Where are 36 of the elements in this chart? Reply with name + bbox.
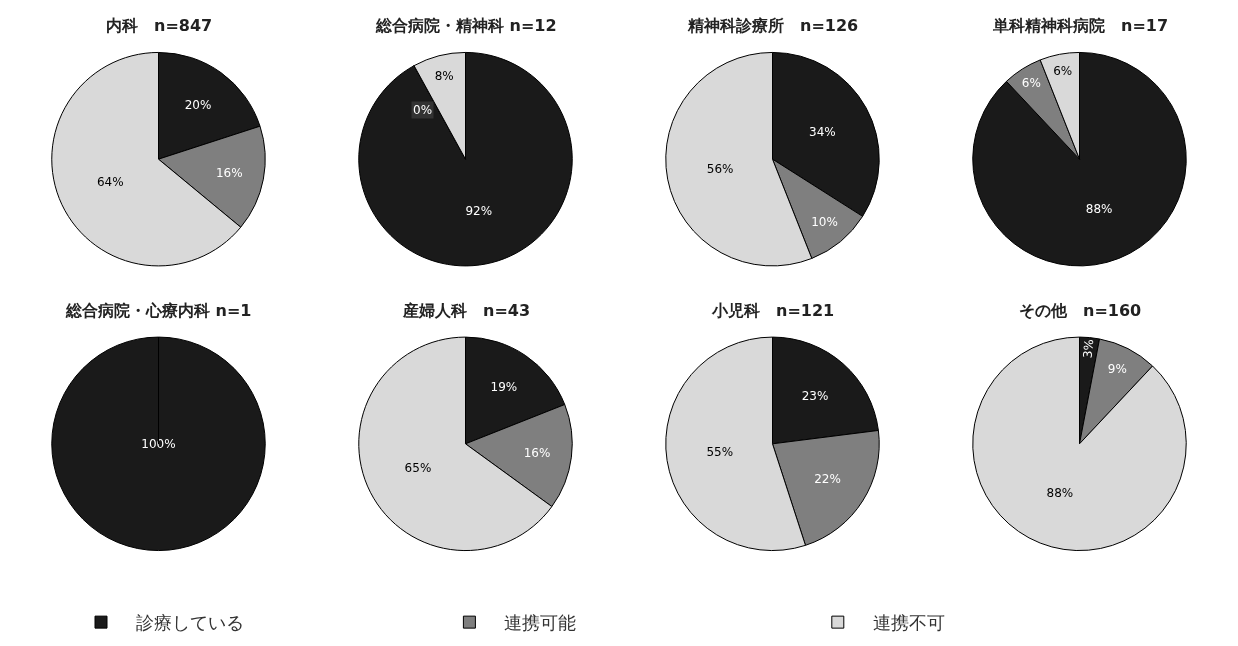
data-label: 3%	[1080, 338, 1097, 359]
data-label: 19%	[490, 380, 518, 395]
chart-title: 総合病院・精神科 n=12	[375, 16, 557, 35]
data-label: 56%	[706, 162, 734, 177]
legend-label: 連携不可	[872, 612, 945, 634]
legend-label: 診療している	[136, 612, 244, 634]
data-label: 55%	[706, 445, 734, 460]
data-label: 23%	[801, 388, 829, 403]
chart-title: 小児科 n=121	[711, 301, 835, 320]
data-label: 16%	[523, 445, 551, 460]
data-label: 65%	[404, 461, 432, 476]
data-label: 34%	[809, 124, 836, 139]
chart-title: 単科精神科病院 n=17	[992, 16, 1169, 35]
chart-title: 精神科診療所 n=126	[687, 16, 859, 35]
data-label: 6%	[1021, 76, 1041, 91]
data-label: 88%	[1046, 486, 1074, 501]
data-label: 22%	[814, 471, 841, 486]
data-label: 8%	[434, 69, 454, 84]
pie-slice	[358, 51, 573, 267]
chart-title: 産婦人科 n=43	[402, 301, 531, 320]
chart-title: その他 n=160	[1019, 301, 1142, 320]
pie-slice	[972, 336, 1187, 551]
data-label: 88%	[1085, 201, 1113, 216]
legend-label: 連携可能	[504, 612, 577, 634]
data-label: 64%	[96, 174, 124, 189]
pie-slice	[972, 51, 1187, 267]
data-label: 100%	[141, 436, 176, 451]
chart-title: 内科 n=847	[106, 16, 213, 35]
data-label: 92%	[465, 203, 493, 218]
text: 0%	[413, 103, 433, 117]
data-label: 6%	[1053, 63, 1073, 78]
data-label: 10%	[811, 215, 838, 230]
data-label: 9%	[1107, 362, 1127, 377]
chart-title: 総合病院・心療内科 n=1	[65, 301, 252, 320]
data-label: 20%	[184, 97, 212, 112]
data-label: 16%	[215, 165, 243, 180]
